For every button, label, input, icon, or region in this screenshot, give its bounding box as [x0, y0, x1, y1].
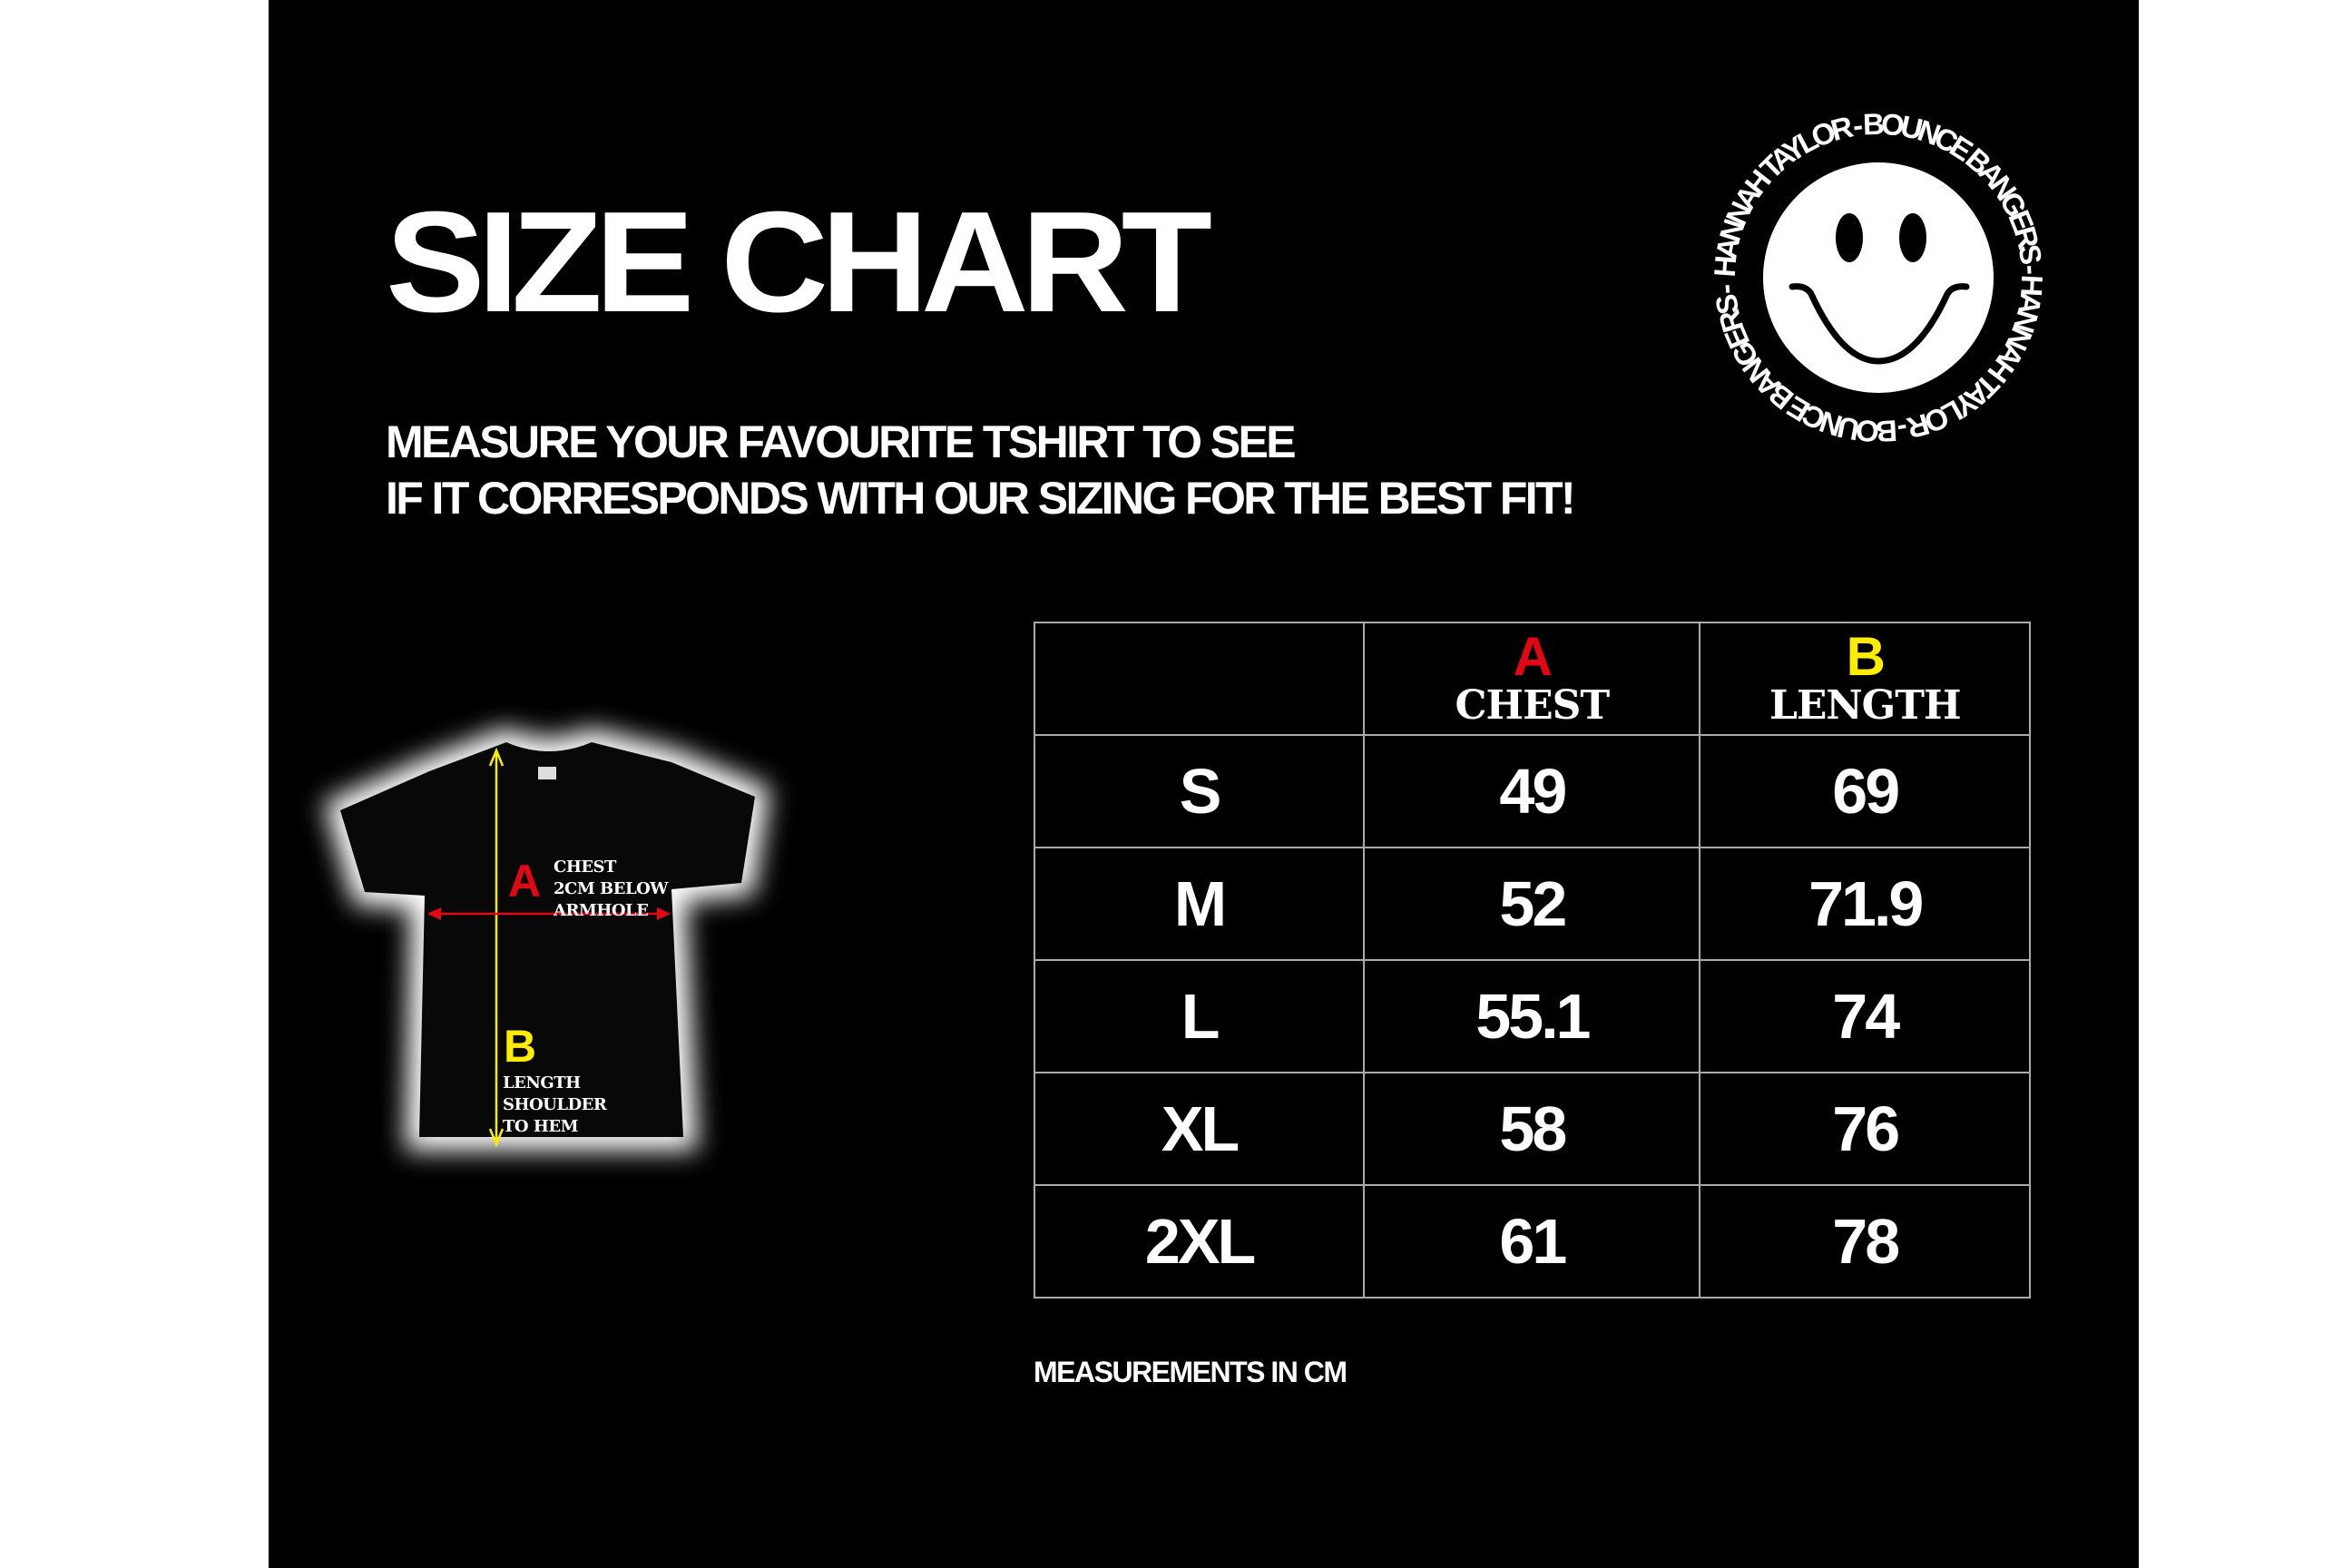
tshirt-diagram: [323, 727, 770, 1151]
size-table: A CHEST B LENGTH S 49 69 M 52 71.9 L 55.…: [1033, 622, 2031, 1298]
subtitle-line-1: MEASURE YOUR FAVOURITE TSHIRT TO SEE: [386, 416, 1297, 467]
length-column-letter: B: [1846, 625, 1886, 687]
length-label-line-1: LENGTH: [503, 1073, 581, 1093]
length-label-line-2: SHOULDER: [503, 1095, 607, 1114]
size-cell: S: [1033, 734, 1366, 848]
length-cell: 69: [1699, 734, 2031, 848]
chest-arrow: [427, 907, 671, 920]
length-label: LENGTH SHOULDER TO HEM: [503, 1073, 607, 1138]
length-cell: 76: [1699, 1072, 2031, 1186]
header-cell-size: [1033, 622, 1366, 736]
brand-logo: HANNAH TAYLOR - BOUNCE BANGERS - HANNAH …: [1708, 107, 2051, 449]
chest-cell: 61: [1363, 1184, 1701, 1298]
length-cell: 74: [1699, 959, 2031, 1073]
page-title: SIZE CHART: [386, 182, 1212, 342]
table-row: XL 58 76: [1033, 1072, 2031, 1186]
table-row: M 52 71.9: [1033, 847, 2031, 961]
subtitle-line-2: IF IT CORRESPONDS WITH OUR SIZING FOR TH…: [386, 473, 1576, 524]
chest-column-letter: A: [1513, 625, 1553, 687]
chest-label-line-3: ARMHOLE: [554, 901, 649, 920]
length-cell: 78: [1699, 1184, 2031, 1298]
length-column-name: LENGTH: [1769, 681, 1962, 729]
chest-label-line-2: 2CM BELOW: [554, 879, 669, 898]
shirt-label: [538, 767, 556, 779]
size-cell: M: [1033, 847, 1366, 961]
length-label-line-3: TO HEM: [503, 1117, 579, 1136]
length-cell: 71.9: [1699, 847, 2031, 961]
chest-cell: 55.1: [1363, 959, 1701, 1073]
size-cell: XL: [1033, 1072, 1366, 1186]
table-row: S 49 69: [1033, 734, 2031, 848]
table-row: L 55.1 74: [1033, 959, 2031, 1073]
header-cell-chest: A CHEST: [1363, 622, 1701, 736]
chest-cell: 58: [1363, 1072, 1701, 1186]
chest-label: CHEST 2CM BELOW ARMHOLE: [554, 857, 669, 922]
smiley-face-icon: [1763, 162, 1994, 393]
chest-cell: 49: [1363, 734, 1701, 848]
size-cell: L: [1033, 959, 1366, 1073]
table-header-row: A CHEST B LENGTH: [1033, 622, 2031, 736]
length-arrow: [488, 747, 505, 1148]
chest-cell: 52: [1363, 847, 1701, 961]
header-cell-length: B LENGTH: [1699, 622, 2031, 736]
tshirt-icon: [340, 742, 755, 1137]
length-letter: B: [504, 1021, 537, 1072]
table-row: 2XL 61 78: [1033, 1184, 2031, 1298]
chest-column-name: CHEST: [1455, 681, 1611, 729]
chest-label-line-1: CHEST: [554, 858, 616, 877]
measurements-note: MEASUREMENTS IN CM: [1034, 1356, 1348, 1388]
chest-letter: A: [508, 856, 542, 906]
size-cell: 2XL: [1033, 1184, 1366, 1298]
